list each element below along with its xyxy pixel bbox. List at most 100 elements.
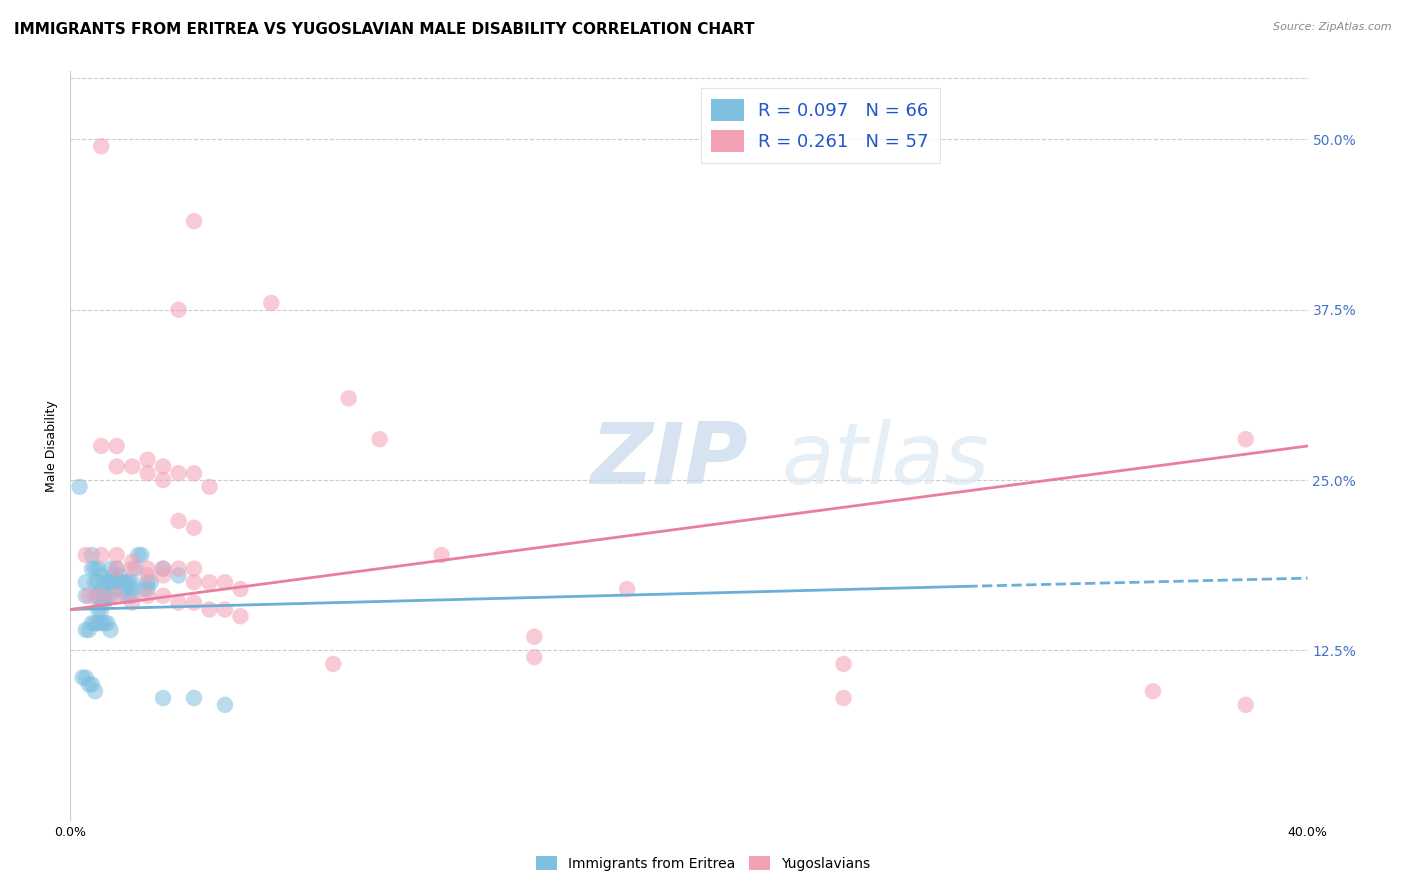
Point [152, 561, 174, 575]
Point [115, 589, 138, 603]
Point [127, 548, 149, 562]
Point [136, 561, 159, 575]
Point [167, 568, 190, 582]
Point [167, 467, 190, 481]
Point [111, 582, 134, 596]
Point [105, 459, 128, 474]
Text: Source: ZipAtlas.com: Source: ZipAtlas.com [1274, 22, 1392, 32]
Point [152, 473, 174, 487]
Point [84, 616, 107, 631]
Y-axis label: Male Disability: Male Disability [45, 401, 59, 491]
Point [121, 589, 143, 603]
Point [96, 589, 118, 603]
Point [77, 677, 100, 691]
Point [183, 575, 205, 590]
Point [167, 596, 190, 610]
Point [80, 548, 103, 562]
Point [87, 561, 110, 575]
Point [105, 582, 128, 596]
Point [229, 582, 252, 596]
Point [136, 589, 159, 603]
Point [118, 589, 141, 603]
Point [167, 302, 190, 317]
Text: IMMIGRANTS FROM ERITREA VS YUGOSLAVIAN MALE DISABILITY CORRELATION CHART: IMMIGRANTS FROM ERITREA VS YUGOSLAVIAN M… [14, 22, 755, 37]
Point [115, 575, 138, 590]
Point [1142, 684, 1164, 698]
Point [139, 575, 162, 590]
Point [136, 568, 159, 582]
Point [198, 480, 221, 494]
Point [183, 596, 205, 610]
Point [84, 589, 107, 603]
Point [124, 561, 146, 575]
Point [136, 582, 159, 596]
Point [229, 609, 252, 624]
Point [214, 575, 236, 590]
Point [105, 561, 128, 575]
Point [105, 561, 128, 575]
Point [121, 561, 143, 575]
Legend: Immigrants from Eritrea, Yugoslavians: Immigrants from Eritrea, Yugoslavians [530, 850, 876, 876]
Point [100, 561, 122, 575]
Point [90, 589, 112, 603]
Point [87, 602, 110, 616]
Point [337, 392, 360, 406]
Point [523, 650, 546, 665]
Point [80, 616, 103, 631]
Point [100, 589, 122, 603]
Point [77, 623, 100, 637]
Point [121, 555, 143, 569]
Point [87, 589, 110, 603]
Point [72, 671, 94, 685]
Point [136, 575, 159, 590]
Point [90, 548, 112, 562]
Point [75, 548, 97, 562]
Point [167, 561, 190, 575]
Point [136, 452, 159, 467]
Point [90, 589, 112, 603]
Point [152, 561, 174, 575]
Point [131, 548, 153, 562]
Point [90, 568, 112, 582]
Point [90, 602, 112, 616]
Point [90, 139, 112, 153]
Point [69, 480, 91, 494]
Point [183, 214, 205, 228]
Point [90, 582, 112, 596]
Point [100, 575, 122, 590]
Point [84, 575, 107, 590]
Point [100, 623, 122, 637]
Point [134, 582, 156, 596]
Point [93, 589, 115, 603]
Point [832, 657, 855, 671]
Point [105, 439, 128, 453]
Point [75, 623, 97, 637]
Point [183, 561, 205, 575]
Point [121, 596, 143, 610]
Point [90, 616, 112, 631]
Point [121, 582, 143, 596]
Point [214, 698, 236, 712]
Point [87, 575, 110, 590]
Point [198, 575, 221, 590]
Point [616, 582, 638, 596]
Point [322, 657, 344, 671]
Point [96, 575, 118, 590]
Legend: R = 0.097   N = 66, R = 0.261   N = 57: R = 0.097 N = 66, R = 0.261 N = 57 [700, 88, 939, 162]
Point [430, 548, 453, 562]
Point [832, 691, 855, 706]
Point [108, 575, 131, 590]
Point [136, 467, 159, 481]
Point [152, 589, 174, 603]
Point [260, 296, 283, 310]
Point [80, 677, 103, 691]
Point [1234, 698, 1257, 712]
Point [93, 596, 115, 610]
Point [93, 575, 115, 590]
Point [1234, 432, 1257, 446]
Point [198, 602, 221, 616]
Point [77, 589, 100, 603]
Point [84, 561, 107, 575]
Point [80, 561, 103, 575]
Point [87, 616, 110, 631]
